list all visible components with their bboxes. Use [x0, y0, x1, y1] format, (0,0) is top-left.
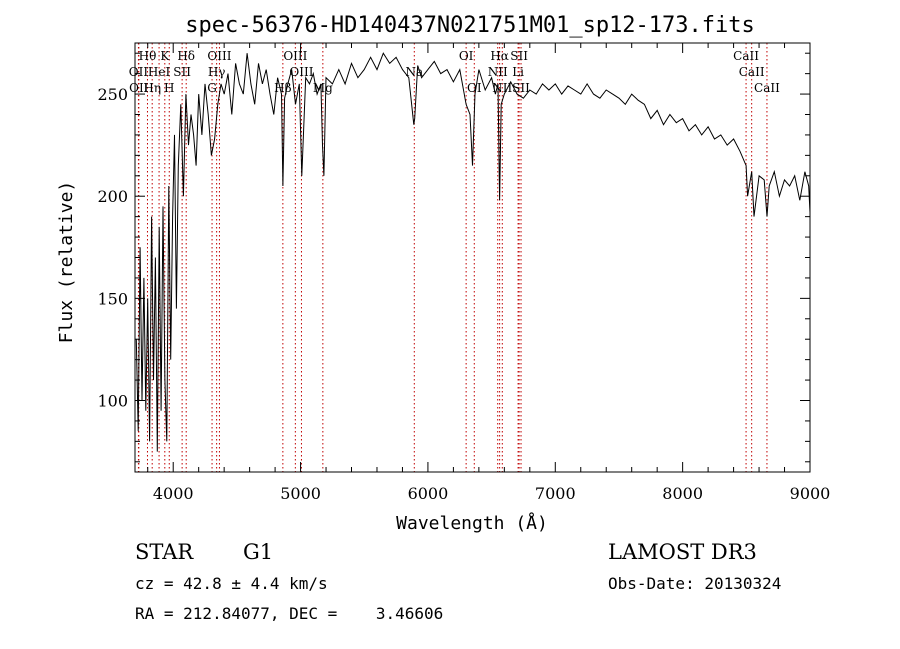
x-tick-label: 8000 [662, 484, 703, 503]
y-tick-label: 150 [97, 289, 128, 308]
y-tick-label: 250 [97, 85, 128, 104]
line-label: OIII [289, 65, 313, 79]
line-label: SII [173, 65, 191, 79]
line-label: OI [467, 81, 482, 95]
emission-line-markers [137, 43, 768, 472]
line-label: Li [512, 65, 524, 79]
x-tick-label: 7000 [535, 484, 576, 503]
line-label: SII [512, 81, 530, 95]
line-label: Hδ [177, 49, 195, 63]
line-label: G [207, 81, 217, 95]
x-tick-labels: 4000 5000 6000 7000 8000 9000 [153, 484, 831, 503]
y-tick-label: 200 [97, 187, 128, 206]
line-label: OI [459, 49, 474, 63]
line-label: NII [488, 65, 508, 79]
redshift-cz: cz = 42.8 ± 4.4 km/s [135, 574, 328, 593]
line-label: SII [510, 49, 528, 63]
x-tick-label: 5000 [280, 484, 321, 503]
line-label: K [160, 49, 170, 63]
observation-date: Obs-Date: 20130324 [608, 574, 782, 593]
coordinates: RA = 212.84077, DEC = 3.46606 [135, 604, 444, 623]
line-label: CaII [733, 49, 759, 63]
line-label: CaII [739, 65, 765, 79]
line-label: CaII [754, 81, 780, 95]
line-label: OIII [283, 49, 307, 63]
flux-series-line [135, 52, 811, 452]
spectral-subclass: G1 [243, 540, 274, 564]
line-label: Hα [490, 49, 509, 63]
y-tick-labels: 100 150 200 250 [97, 85, 128, 410]
x-tick-label: 4000 [153, 484, 194, 503]
line-label: Hθ [139, 49, 157, 63]
line-label: OII [129, 65, 149, 79]
line-label: OII [129, 81, 149, 95]
line-label: Hη [143, 81, 161, 95]
axis-ticks [135, 43, 811, 472]
x-axis-label: Wavelength (Å) [396, 512, 548, 534]
line-label: Hγ [208, 65, 226, 79]
x-tick-label: 6000 [408, 484, 449, 503]
y-tick-label: 100 [97, 392, 128, 411]
plot-frame [134, 42, 811, 473]
survey-name: LAMOST DR3 [608, 540, 757, 564]
y-axis-label: Flux (relative) [56, 181, 77, 344]
line-label: H [164, 81, 174, 95]
chart-title: spec-56376-HD140437N021751M01_sp12-173.f… [185, 13, 755, 38]
object-type: STAR [135, 540, 194, 564]
line-label: OIII [207, 49, 231, 63]
line-label: HeI [148, 65, 171, 79]
x-tick-label: 9000 [790, 484, 831, 503]
